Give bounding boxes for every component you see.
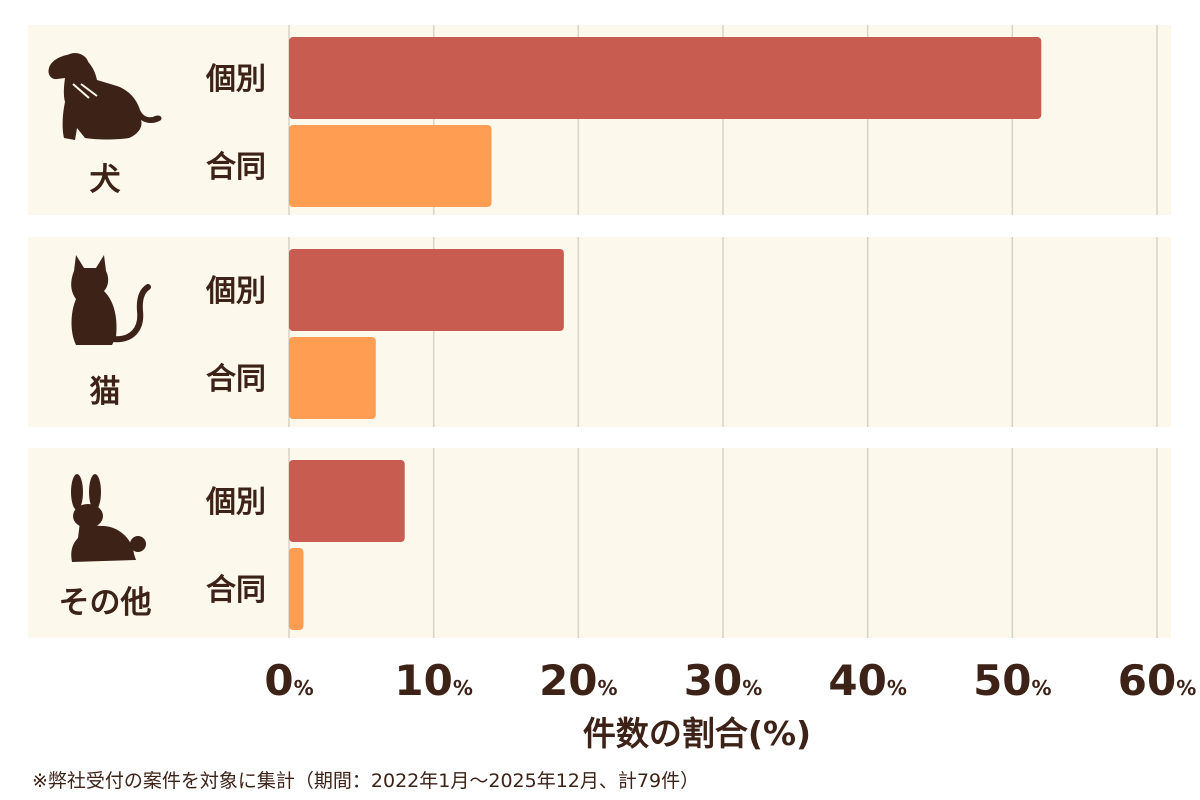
bar-label: 個別 <box>205 62 266 97</box>
bar <box>289 337 376 419</box>
group-band <box>28 448 1171 638</box>
group-label: 猫 <box>90 374 121 410</box>
x-tick-label: 40% <box>828 656 907 705</box>
rabbit-icon <box>71 474 146 562</box>
bar <box>289 125 492 207</box>
bar-label: 個別 <box>205 274 266 309</box>
bar <box>289 249 564 331</box>
x-tick-label: 60% <box>1118 656 1197 705</box>
bar-label: 合同 <box>206 150 266 185</box>
x-tick-label: 10% <box>394 656 473 705</box>
bar <box>289 460 405 542</box>
x-tick-label: 30% <box>684 656 763 705</box>
bar <box>289 37 1042 119</box>
x-tick-label: 20% <box>539 656 618 705</box>
bar-label: 合同 <box>206 362 266 397</box>
bar <box>289 548 304 630</box>
group-band <box>28 237 1171 427</box>
bars <box>289 37 1042 630</box>
group-label: 犬 <box>90 162 121 198</box>
cat-icon <box>71 255 151 345</box>
footnote: ※弊社受付の案件を対象に集計（期間：2022年1月〜2025年12月、計79件） <box>32 770 699 792</box>
x-tick-label: 50% <box>973 656 1051 705</box>
icons <box>48 53 162 562</box>
bar-label: 合同 <box>206 573 266 608</box>
group-label: その他 <box>59 585 152 621</box>
bar-label: 個別 <box>205 485 266 520</box>
x-tick-label: 0% <box>264 656 313 705</box>
dog-icon <box>48 53 162 140</box>
x-axis-title: 件数の割合(%) <box>583 714 811 753</box>
